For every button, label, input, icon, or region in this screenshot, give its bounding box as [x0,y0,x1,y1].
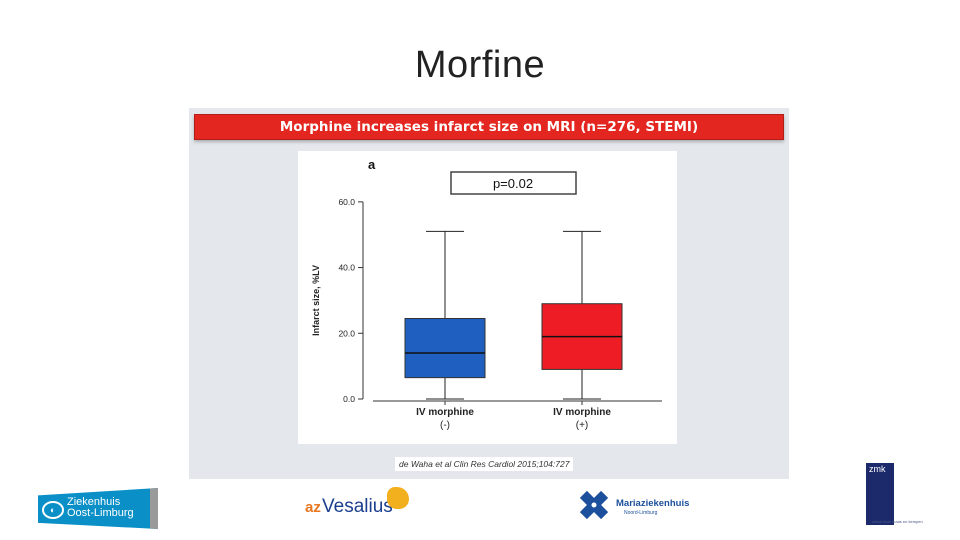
p-value-label: p=0.02 [493,176,533,191]
x-tick-sublabel: (+) [576,420,589,431]
zol-logo-side [150,488,158,529]
az-logo-name: Vesalius [322,496,393,517]
zol-logo: ◐ Ziekenhuis Oost-Limburg [38,488,158,529]
y-tick-label: 0.0 [343,394,355,404]
zol-logo-icon: ◐ [42,501,64,519]
az-logo-prefix: az [305,499,321,516]
mariaziekenhuis-name: Mariaziekenhuis [616,498,690,509]
citation: de Waha et al Clin Res Cardiol 2015;104:… [395,457,574,471]
az-vesalius-logo-icon [387,487,409,509]
zmk-logo-label: zmk [869,464,886,474]
zmk-logo: zmk ziekenhuis maas en kempen [866,463,944,527]
y-tick-label: 60.0 [338,197,355,207]
zol-logo-text: Ziekenhuis Oost-Limburg [67,497,134,519]
x-tick-sublabel: (-) [440,420,450,431]
mariaziekenhuis-logo: Mariaziekenhuis Noord-Limburg [576,490,696,522]
az-vesalius-logo: az Vesalius [305,487,410,521]
zol-logo-line2: Oost-Limburg [67,507,134,519]
boxplot-card: a p=0.02 0.0 20.0 40.0 60.0 Infarct size, %LV I… [298,151,677,444]
x-tick-label: IV morphine [416,407,474,418]
boxplot-chart: a p=0.02 0.0 20.0 40.0 60.0 Infarct size, %LV I… [311,157,662,431]
zmk-star-logo-icon: zmk [866,463,894,525]
figure-panel: Morphine increases infarct size on MRI (… [189,108,789,479]
y-tick-label: 40.0 [338,263,355,273]
p-value-box [450,171,577,195]
mariaziekenhuis-cross-icon [579,490,609,520]
y-tick-label: 20.0 [338,328,355,338]
panel-label: a [368,157,376,172]
zmk-logo-foot: ziekenhuis maas en kempen [872,519,923,524]
mariaziekenhuis-sub: Noord-Limburg [624,510,658,516]
x-tick-label: IV morphine [553,407,611,418]
box-1 [404,318,486,379]
figure-banner: Morphine increases infarct size on MRI (… [194,114,784,140]
slide-title: Morfine [414,44,546,86]
zol-logo-line1: Ziekenhuis [67,496,121,508]
y-axis-label: Infarct size, %LV [311,265,321,336]
